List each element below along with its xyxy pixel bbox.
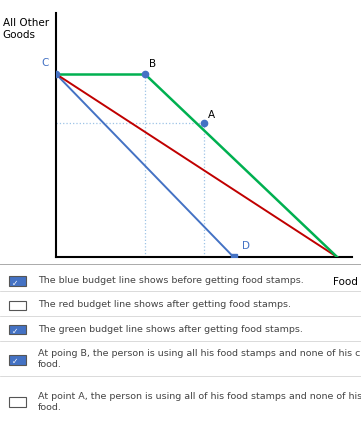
Text: ✓: ✓ (12, 327, 18, 336)
Text: ✓: ✓ (12, 357, 18, 366)
Bar (9, 276, 26, 286)
Text: ✓: ✓ (12, 279, 18, 288)
Bar (9, 301, 26, 310)
Text: C: C (41, 58, 48, 68)
Text: B: B (149, 59, 156, 69)
Text: The blue budget line shows before getting food stamps.: The blue budget line shows before gettin… (38, 276, 304, 285)
Text: The red budget line shows after getting food stamps.: The red budget line shows after getting … (38, 301, 291, 309)
Bar (9, 325, 26, 334)
Text: Food: Food (333, 276, 358, 286)
Text: A: A (208, 110, 216, 121)
Text: At point A, the person is using all of his food stamps and none of his cash to b: At point A, the person is using all of h… (38, 392, 361, 412)
Text: D: D (243, 241, 251, 251)
Text: All Other
Goods: All Other Goods (3, 18, 49, 40)
Bar (9, 397, 26, 407)
Text: At poing B, the person is using all his food stamps and none of his cash to buy
: At poing B, the person is using all his … (38, 349, 361, 369)
Bar (9, 355, 26, 365)
Text: The green budget line shows after getting food stamps.: The green budget line shows after gettin… (38, 325, 303, 334)
